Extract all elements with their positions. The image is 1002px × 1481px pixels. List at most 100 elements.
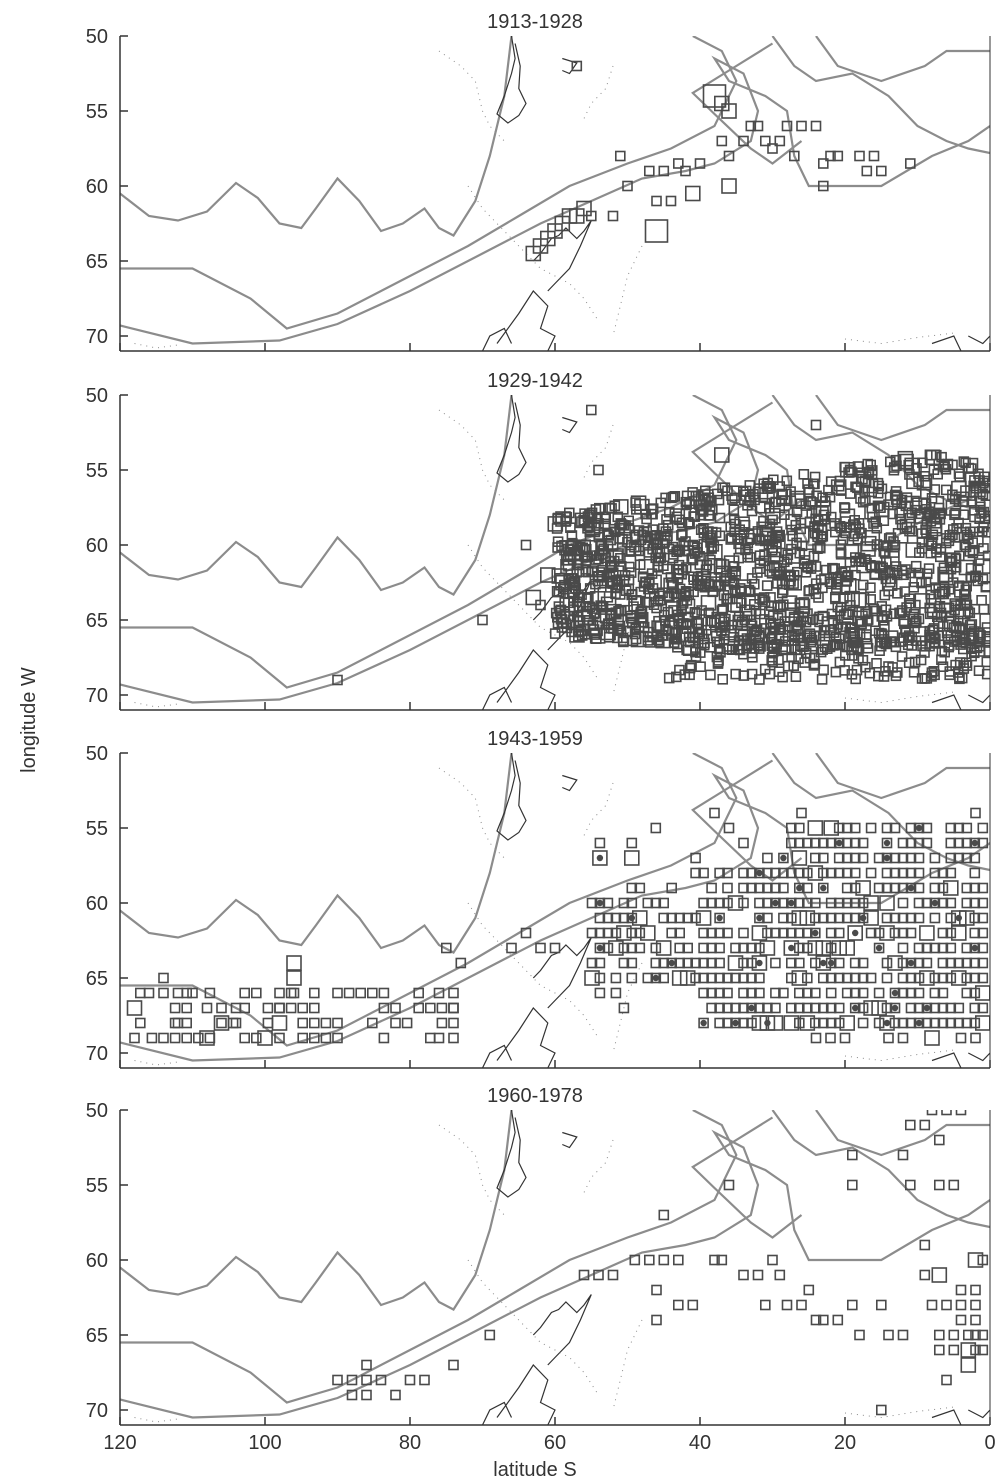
data-point	[767, 1254, 778, 1266]
data-point	[968, 504, 980, 516]
data-point	[778, 556, 790, 568]
panel-title: 1943-1959	[487, 728, 583, 750]
data-point	[671, 970, 688, 986]
dotted-contour-5	[844, 1049, 954, 1062]
data-point	[648, 599, 660, 611]
data-point	[815, 500, 832, 516]
data-point	[977, 957, 989, 969]
data-point	[928, 495, 945, 512]
data-point	[477, 614, 488, 626]
data-point	[778, 897, 789, 909]
data-point	[869, 560, 881, 572]
data-point	[881, 867, 893, 879]
data-point	[977, 822, 989, 834]
data-point	[817, 180, 829, 192]
data-point	[770, 957, 781, 969]
data-point	[239, 987, 250, 999]
data-point	[614, 150, 626, 162]
data-point	[738, 837, 749, 849]
data-point	[941, 1299, 952, 1311]
data-point	[929, 912, 941, 924]
data-point	[889, 882, 901, 894]
data-point	[746, 957, 757, 969]
data-point	[796, 1299, 807, 1311]
data-point	[738, 942, 749, 954]
data-point	[945, 837, 957, 849]
data-point	[937, 661, 949, 673]
data-point	[704, 641, 716, 653]
data-point	[674, 612, 685, 624]
data-point	[785, 867, 797, 879]
bathymetry-contour-6	[691, 759, 803, 882]
data-point	[390, 1002, 401, 1014]
y-axis-label: longitude W	[18, 667, 40, 773]
data-point	[146, 1032, 158, 1044]
data-point	[623, 515, 635, 527]
data-point	[563, 507, 575, 519]
data-point	[705, 669, 716, 681]
data-point	[643, 165, 655, 177]
data-point	[782, 549, 794, 561]
data-point	[977, 912, 989, 924]
data-point	[863, 1000, 879, 1016]
data-point	[829, 639, 841, 651]
data-point	[643, 1254, 655, 1266]
data-point	[592, 850, 608, 866]
data-point	[894, 507, 905, 519]
data-point	[610, 912, 622, 924]
data-point	[653, 588, 665, 599]
data-point	[308, 1032, 320, 1044]
data-point	[961, 957, 973, 969]
data-point	[719, 482, 731, 494]
data-point	[783, 940, 800, 956]
data-point	[865, 927, 877, 939]
data-point	[717, 673, 729, 685]
data-point	[825, 927, 837, 939]
data-point	[789, 630, 800, 641]
data-point	[913, 957, 925, 969]
data-point	[251, 1032, 262, 1044]
data-point	[981, 656, 990, 668]
data-point	[785, 837, 797, 849]
x-tick-label: 40	[689, 1432, 711, 1454]
data-point	[897, 912, 909, 924]
data-point	[803, 1284, 815, 1296]
data-point	[833, 1002, 845, 1014]
x-tick-label: 100	[248, 1432, 281, 1454]
data-point	[608, 940, 624, 956]
coastline-3	[532, 1294, 592, 1366]
data-point	[945, 897, 957, 909]
data-point	[690, 867, 701, 879]
data-point	[959, 539, 971, 551]
data-point	[285, 1002, 297, 1014]
coastline-1	[496, 395, 527, 483]
dotted-contour-3	[612, 604, 643, 696]
data-point	[346, 1389, 358, 1401]
data-point	[921, 1002, 933, 1014]
bathymetry-contour-6	[691, 42, 803, 165]
data-point	[629, 1254, 641, 1266]
data-point	[586, 927, 598, 939]
data-point	[933, 1179, 945, 1191]
data-point	[945, 1017, 957, 1029]
data-point	[817, 1002, 829, 1014]
data-point	[784, 607, 801, 624]
data-point	[436, 1002, 448, 1014]
data-point	[931, 1267, 948, 1283]
data-point	[754, 912, 765, 924]
data-point	[860, 608, 871, 620]
data-point	[933, 1344, 945, 1356]
panel-title: 1913-1928	[487, 11, 583, 33]
data-point	[216, 1017, 227, 1029]
data-point	[552, 536, 564, 548]
bathymetry-contour-3	[120, 772, 990, 1062]
data-point	[809, 927, 821, 939]
data-point	[641, 596, 653, 608]
data-point	[781, 475, 793, 487]
data-point	[592, 571, 604, 583]
data-point	[976, 508, 987, 519]
data-point	[726, 485, 742, 502]
data-point	[723, 150, 735, 162]
plot-area	[120, 1110, 990, 1425]
data-point	[811, 523, 828, 540]
